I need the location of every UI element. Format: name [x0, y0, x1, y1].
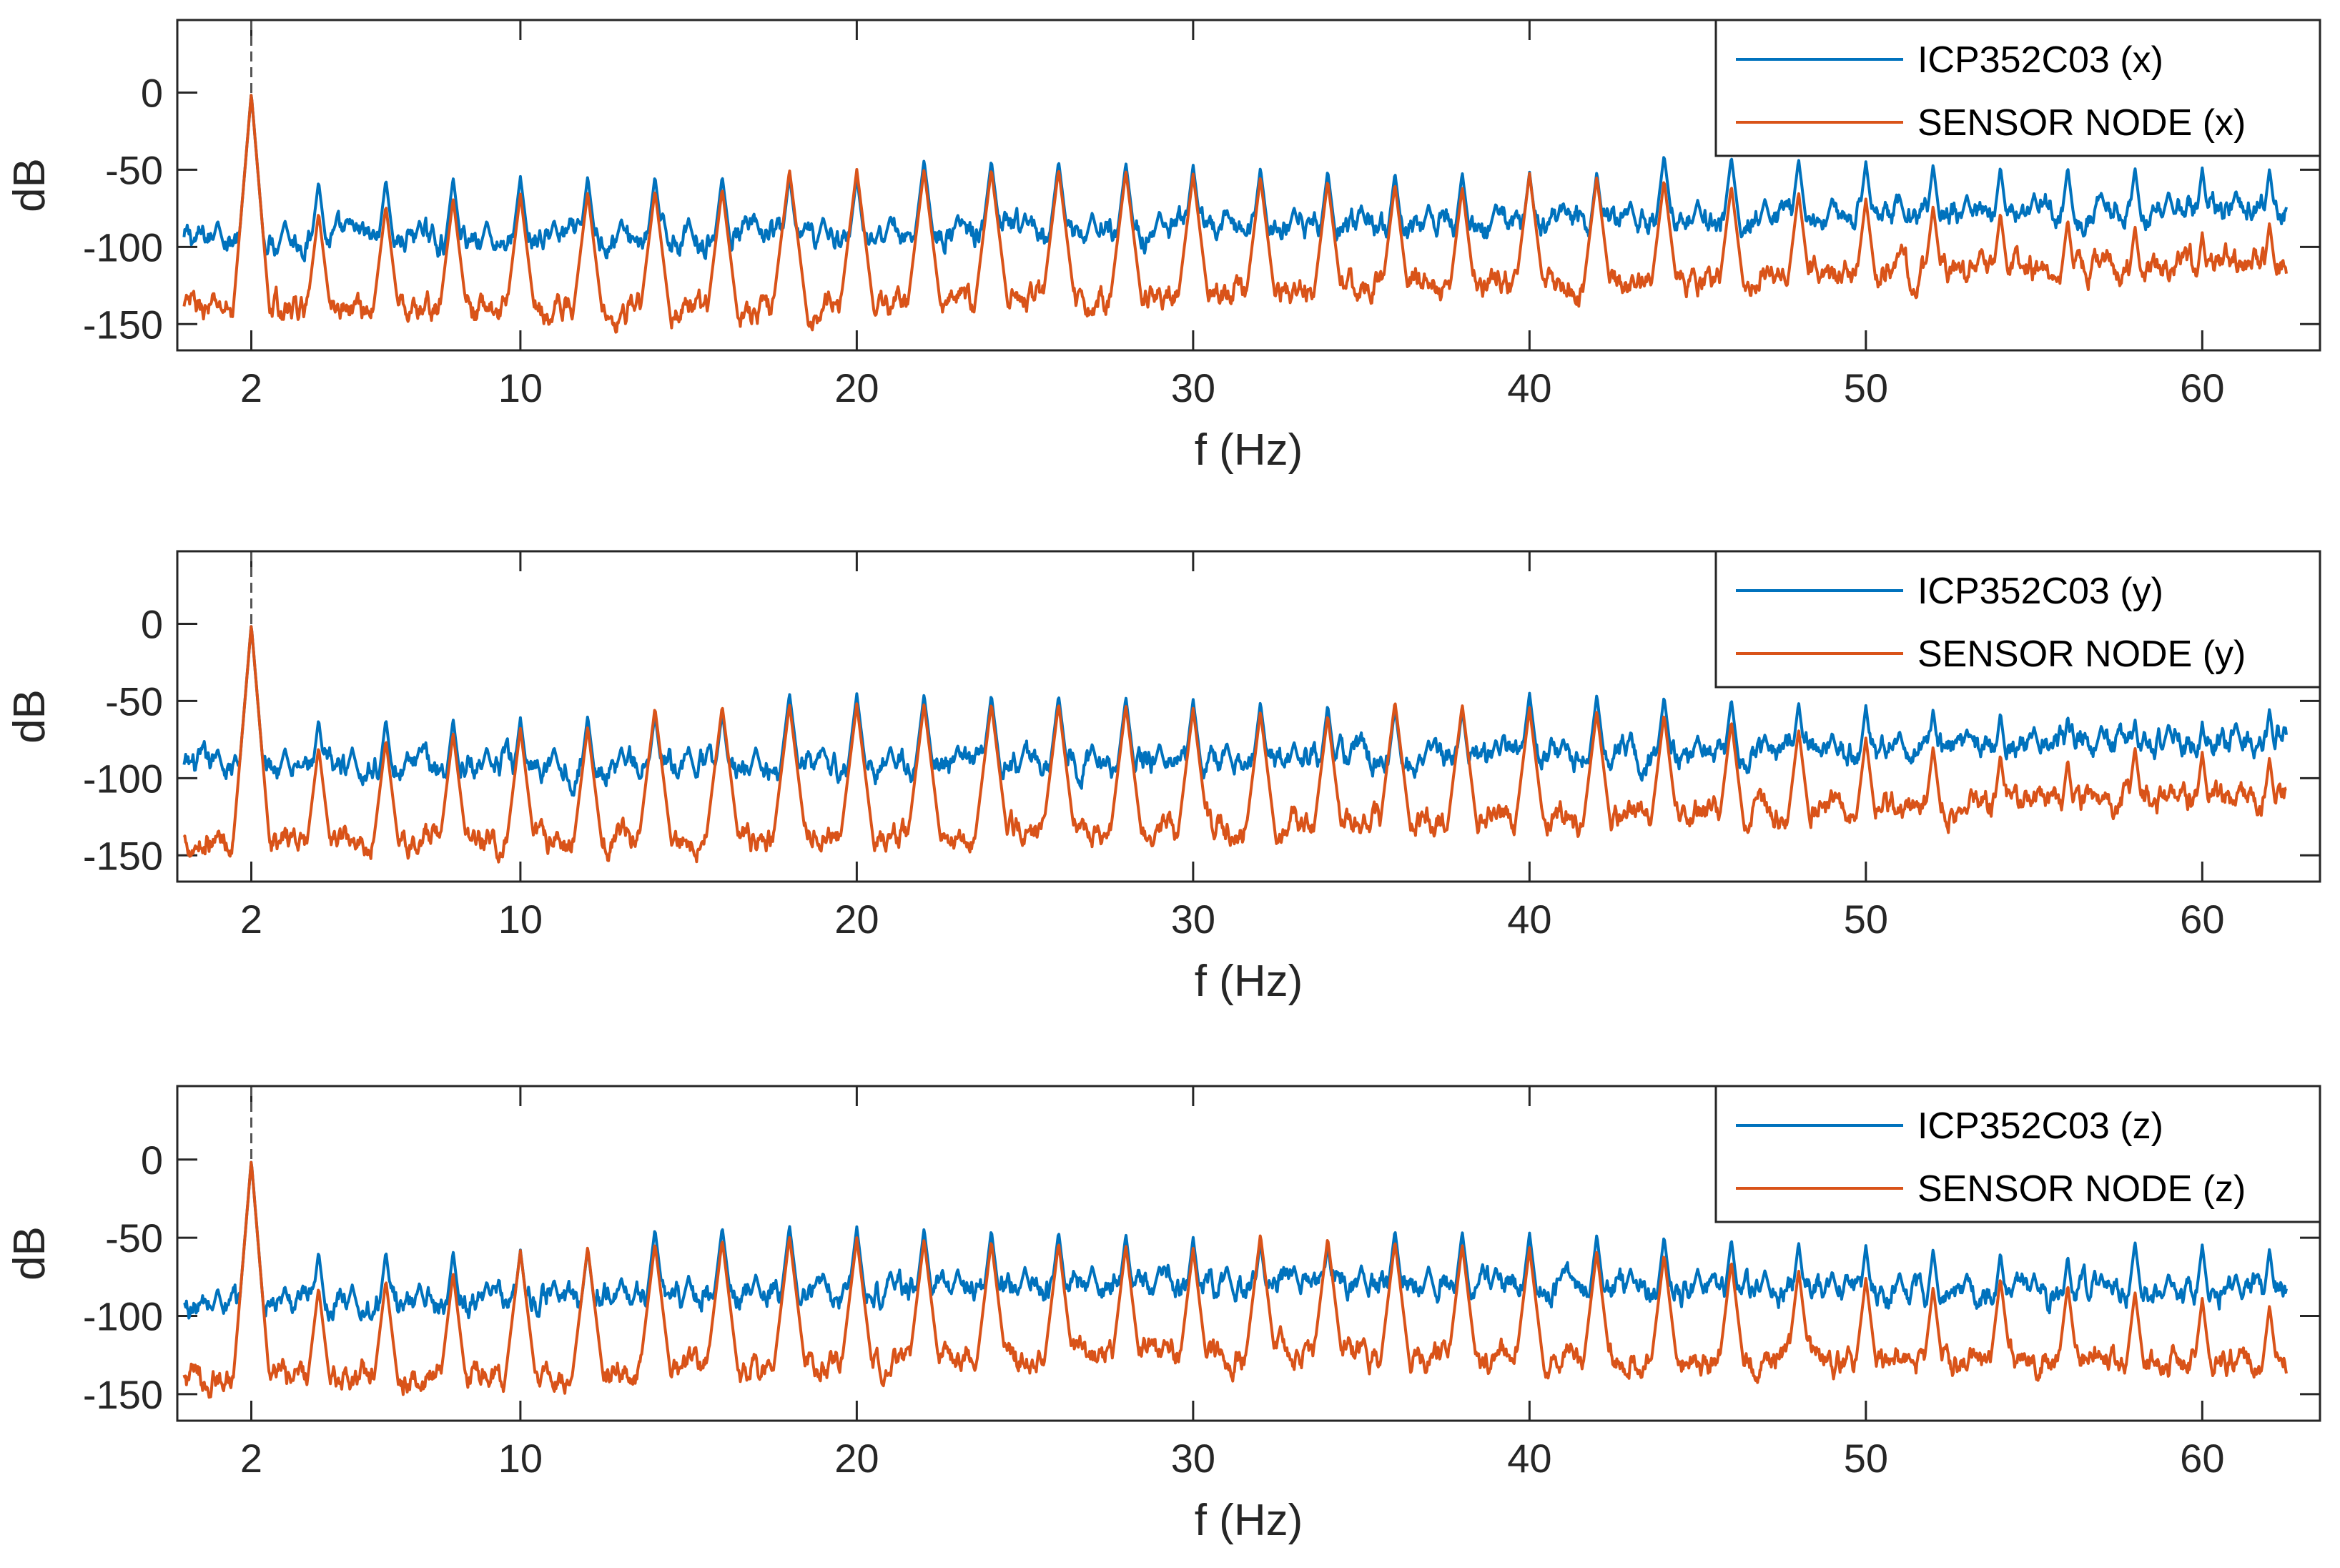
y-tick-label: -150 [83, 1372, 163, 1417]
series-line-sensor [182, 94, 2288, 334]
x-axis-label: f (Hz) [1195, 1496, 1303, 1545]
x-tick-label: 30 [1171, 1436, 1215, 1481]
x-tick-label: 10 [498, 365, 543, 410]
x-tick-label: 50 [1844, 1436, 1888, 1481]
legend [1714, 550, 2321, 689]
x-tick-label: 2 [240, 365, 262, 410]
y-tick-label: 0 [141, 70, 163, 115]
x-tick-label: 40 [1507, 897, 1551, 942]
x-tick-label: 2 [240, 897, 262, 942]
legend-label-reference: ICP352C03 (x) [1917, 39, 2163, 81]
legend-label-sensor: SENSOR NODE (z) [1917, 1168, 2246, 1210]
y-tick-label: -100 [83, 225, 163, 270]
x-tick-label: 10 [498, 1436, 543, 1481]
x-tick-label: 50 [1844, 365, 1888, 410]
y-tick-label: -150 [83, 302, 163, 347]
legend-label-reference: ICP352C03 (z) [1917, 1105, 2163, 1147]
x-tick-label: 30 [1171, 897, 1215, 942]
x-tick-label: 40 [1507, 1436, 1551, 1481]
y-tick-label: 0 [141, 601, 163, 646]
x-tick-label: 20 [834, 1436, 879, 1481]
x-axis-label: f (Hz) [1195, 957, 1303, 1006]
chart-x-axis-spectrum: 2 10 20 30 40 50 60 0 -50 -100 -150 f (Hz) dB ICP352C… [5, 19, 2321, 475]
plot-area [176, 1085, 2321, 1422]
x-tick-label: 20 [834, 897, 879, 942]
plot-area [176, 550, 2321, 883]
legend [1714, 19, 2321, 157]
legend [1714, 1085, 2321, 1223]
series-line-sensor [182, 1160, 2288, 1399]
y-tick-label: -150 [83, 833, 163, 878]
y-axis-label: dB [5, 689, 54, 744]
y-axis-label: dB [5, 158, 54, 212]
x-tick-label: 20 [834, 365, 879, 410]
y-tick-label: -50 [105, 679, 163, 724]
x-tick-label: 60 [2180, 897, 2224, 942]
x-tick-label: 60 [2180, 365, 2224, 410]
legend-label-reference: ICP352C03 (y) [1917, 571, 2163, 612]
y-tick-label: -50 [105, 147, 163, 192]
x-axis-label: f (Hz) [1195, 425, 1303, 475]
legend-label-sensor: SENSOR NODE (y) [1917, 633, 2246, 675]
x-tick-label: 40 [1507, 365, 1551, 410]
x-tick-label: 60 [2180, 1436, 2224, 1481]
series-line-sensor [182, 625, 2287, 864]
x-tick-label: 2 [240, 1436, 262, 1481]
series-line-reference [182, 94, 2288, 262]
y-tick-label: 0 [141, 1138, 163, 1183]
y-tick-label: -100 [83, 1293, 163, 1338]
chart-z-axis-spectrum: 2 10 20 30 40 50 60 0 -50 -100 -150 f (Hz) dB ICP352C… [5, 1085, 2321, 1545]
y-tick-label: -100 [83, 756, 163, 801]
series-line-reference [182, 625, 2288, 797]
x-tick-label: 30 [1171, 365, 1215, 410]
y-tick-label: -50 [105, 1216, 163, 1261]
y-axis-label: dB [5, 1226, 54, 1281]
x-tick-label: 10 [498, 897, 543, 942]
legend-label-sensor: SENSOR NODE (x) [1917, 102, 2246, 144]
plot-area [176, 19, 2321, 352]
series-line-reference [183, 1160, 2288, 1322]
x-tick-label: 50 [1844, 897, 1888, 942]
chart-y-axis-spectrum: 2 10 20 30 40 50 60 0 -50 -100 -150 f (Hz) dB ICP352C… [5, 550, 2321, 1006]
